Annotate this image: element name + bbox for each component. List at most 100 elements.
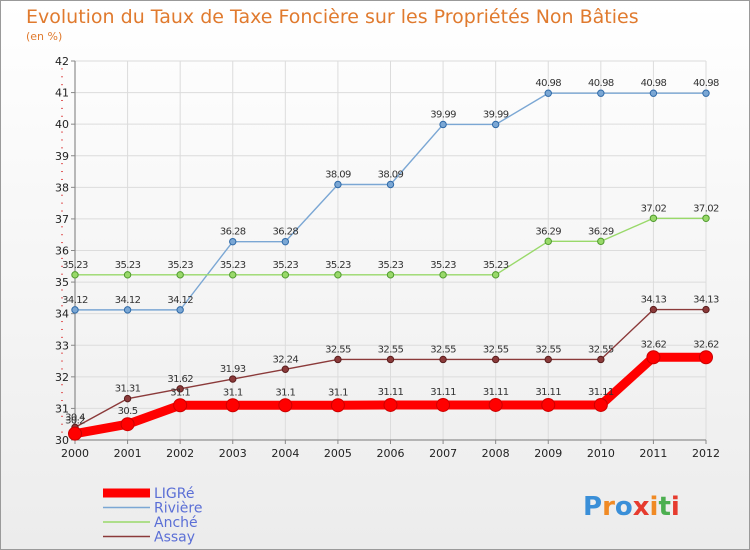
x-tick-label: 2002	[166, 447, 194, 460]
chart-subtitle: (en %)	[26, 30, 62, 43]
legend-label-assay: Assay	[154, 530, 195, 546]
data-label-ligre: 32.62	[641, 339, 667, 350]
data-label-riviere: 36.28	[220, 227, 246, 238]
data-label-riviere: 34.12	[62, 295, 88, 306]
point-riviere	[176, 306, 184, 314]
x-tick-label: 2005	[324, 447, 352, 460]
data-label-ligre: 31.1	[275, 387, 295, 398]
point-assay	[597, 355, 605, 364]
data-label-anche: 35.23	[483, 260, 509, 271]
legend-label-anche: Anché	[154, 515, 198, 531]
y-tick-label: 36	[55, 245, 69, 258]
point-ligre	[699, 350, 713, 365]
point-riviere	[229, 237, 237, 246]
x-tick-label: 2009	[534, 447, 562, 460]
data-label-riviere: 34.12	[167, 295, 193, 306]
data-label-ligre: 32.62	[693, 339, 719, 350]
point-assay	[123, 394, 132, 403]
data-label-riviere: 34.12	[115, 295, 141, 306]
data-label-ligre: 31.1	[223, 387, 243, 398]
point-assay	[649, 305, 658, 314]
data-label-riviere: 39.99	[483, 109, 509, 120]
data-label-anche: 35.23	[167, 260, 193, 271]
point-anche	[123, 271, 132, 279]
point-anche	[386, 271, 395, 279]
data-label-anche: 37.02	[693, 203, 719, 214]
data-label-anche: 35.23	[430, 260, 456, 271]
logo-letter: o	[615, 492, 633, 522]
y-tick-label: 34	[55, 308, 69, 321]
x-tick-label: 2001	[114, 447, 142, 460]
point-anche	[439, 271, 447, 279]
logo-letter: i	[650, 492, 659, 522]
logo-letter: P	[583, 492, 602, 522]
point-riviere	[702, 89, 710, 97]
data-label-assay: 31.62	[167, 374, 193, 385]
x-tick-label: 2000	[61, 447, 89, 460]
data-label-riviere: 39.99	[430, 109, 456, 120]
y-tick-label: 32	[55, 371, 69, 384]
y-tick-label: 41	[55, 87, 69, 100]
proxiti-text: Proxiti	[583, 492, 680, 522]
point-anche	[491, 271, 500, 279]
point-riviere	[597, 89, 605, 97]
point-riviere	[334, 180, 342, 189]
point-riviere	[123, 306, 132, 314]
y-tick-label: 42	[55, 55, 69, 68]
y-tick-label: 33	[55, 339, 69, 352]
point-anche	[334, 271, 342, 279]
data-label-assay: 34.13	[693, 295, 719, 306]
data-label-riviere: 38.09	[378, 169, 404, 180]
point-anche	[702, 214, 710, 222]
logo-letter: t	[658, 492, 670, 522]
point-riviere	[649, 89, 658, 97]
data-label-anche: 35.23	[62, 260, 88, 271]
x-tick-label: 2007	[429, 447, 457, 460]
point-assay	[229, 375, 237, 383]
point-assay	[491, 355, 500, 364]
data-labels: 34.12 34.12 34.12 36.28 36.28 38.09 38.09 39.99…	[62, 78, 719, 426]
point-ligre	[225, 398, 240, 413]
data-label-ligre: 31.11	[378, 387, 404, 398]
point-ligre	[488, 397, 503, 412]
point-riviere	[491, 120, 500, 129]
point-anche	[71, 271, 79, 279]
data-label-riviere: 40.98	[535, 78, 561, 89]
data-label-riviere: 40.98	[588, 78, 614, 89]
data-label-riviere: 40.98	[641, 78, 667, 89]
point-ligre	[541, 397, 556, 412]
logo-letter: i	[671, 492, 680, 522]
data-label-anche: 35.23	[115, 260, 141, 271]
point-assay	[702, 305, 710, 314]
point-assay	[439, 355, 447, 364]
point-riviere	[71, 306, 79, 314]
x-tick-label: 2004	[271, 447, 299, 460]
data-label-assay: 32.55	[430, 344, 456, 355]
point-ligre	[593, 397, 608, 412]
legend-label-ligre: LIGRé	[154, 486, 195, 502]
point-anche	[281, 271, 290, 279]
data-label-ligre: 31.11	[535, 387, 561, 398]
data-label-ligre: 31.1	[170, 387, 190, 398]
y-tick-label: 35	[55, 276, 69, 289]
point-anche	[544, 237, 552, 246]
data-label-anche: 35.23	[220, 260, 246, 271]
point-assay	[281, 365, 290, 373]
data-label-ligre: 31.11	[483, 387, 509, 398]
data-label-ligre: 31.11	[430, 387, 456, 398]
point-riviere	[386, 180, 395, 189]
data-label-assay: 32.55	[483, 344, 509, 355]
y-axis-ticks: 30 31 32 33 34 35 36 37 38 39 40 41 42	[55, 55, 75, 447]
x-axis-ticks: 2000 2001 2002 2003 2004 2005 2006 2007 2008 2009…	[61, 440, 720, 460]
point-ligre	[383, 397, 398, 412]
point-anche	[649, 214, 658, 222]
point-anche	[176, 271, 184, 279]
series-assay	[71, 305, 710, 432]
logo-letter: x	[633, 492, 650, 522]
series-ligre	[68, 350, 713, 441]
data-label-assay: 31.93	[220, 364, 246, 375]
data-label-anche: 36.29	[588, 226, 614, 237]
point-anche	[229, 271, 237, 279]
